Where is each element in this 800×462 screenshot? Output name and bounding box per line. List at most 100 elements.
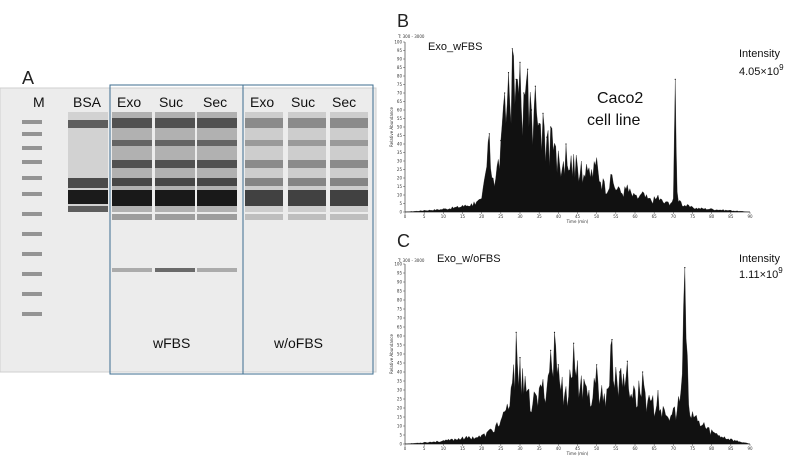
y-tick-label: 20	[397, 175, 403, 180]
peak-point	[515, 78, 517, 80]
y-tick-label: 10	[397, 423, 403, 428]
peak-point	[546, 136, 548, 138]
peak-point	[550, 349, 552, 351]
peak-point	[523, 92, 525, 94]
y-tick-label: 0	[399, 209, 402, 214]
ladder-band	[22, 212, 42, 216]
y-tick-label: 15	[397, 184, 403, 189]
y-tick-label: 25	[397, 396, 403, 401]
y-tick-label: 60	[397, 333, 403, 338]
x-tick-label: 0	[404, 446, 407, 451]
y-tick-label: 65	[397, 324, 403, 329]
panel-b-letter: B	[397, 11, 409, 31]
x-tick-label: 80	[709, 446, 715, 451]
y-tick-label: 100	[394, 39, 402, 44]
x-tick-label: 5	[423, 214, 426, 219]
gel-band	[330, 190, 368, 206]
group-label-wofbs: w/oFBS	[273, 335, 323, 351]
peak-point	[553, 331, 556, 333]
gel-band	[197, 268, 237, 272]
x-tick-label: 90	[747, 446, 753, 451]
gel-band	[155, 268, 195, 272]
gel-band	[245, 140, 283, 146]
gel-band	[197, 214, 237, 220]
gel-background	[0, 88, 376, 372]
y-tick-label: 5	[399, 432, 402, 437]
x-tick-label: 55	[613, 446, 619, 451]
gel-band	[155, 140, 195, 146]
chrom-c-intensity-value: 1.11×109	[739, 266, 783, 281]
x-tick-label: 10	[441, 214, 447, 219]
peak-point	[515, 331, 517, 333]
chrom-c-title: Exo_w/oFBS	[437, 253, 501, 265]
y-tick-label: 65	[397, 99, 403, 104]
chrom-c-header: T: 300 - 3000	[397, 258, 425, 263]
lane-label-sec-wfbs: Sec	[203, 94, 227, 110]
y-tick-label: 75	[397, 306, 403, 311]
chromatogram-b: 0510152025303540455055606570758085909510…	[389, 39, 753, 224]
x-axis-title: Time (min)	[566, 219, 589, 224]
ladder-band	[22, 272, 42, 276]
peak-point	[596, 364, 598, 366]
x-tick-label: 40	[556, 446, 562, 451]
peak-point	[519, 357, 521, 359]
lane-label-m: M	[33, 94, 45, 110]
gel-band	[245, 214, 283, 220]
ladder-band	[22, 160, 42, 164]
x-tick-label: 75	[690, 214, 696, 219]
x-tick-label: 80	[709, 214, 715, 219]
y-tick-label: 60	[397, 107, 403, 112]
chrom-c-intensity-label: Intensity	[739, 253, 780, 265]
y-tick-label: 50	[397, 351, 403, 356]
gel-band	[288, 178, 326, 186]
y-tick-label: 90	[397, 56, 403, 61]
x-tick-label: 15	[460, 446, 466, 451]
lane-label-sec-wofbs: Sec	[332, 94, 356, 110]
gel-band	[155, 190, 195, 206]
gel-lane-labels: M BSA Exo Suc Sec Exo Suc Sec	[33, 94, 356, 110]
y-tick-label: 45	[397, 133, 403, 138]
x-tick-label: 10	[441, 446, 447, 451]
ladder-band	[22, 120, 42, 124]
y-tick-label: 0	[399, 441, 402, 446]
ladder-band	[22, 292, 42, 296]
x-tick-label: 20	[479, 214, 485, 219]
x-tick-label: 50	[594, 446, 600, 451]
ladder-band	[22, 312, 42, 316]
gel-band	[330, 118, 368, 128]
gel-band	[330, 160, 368, 168]
gel-band	[330, 214, 368, 220]
ladder-band	[22, 176, 42, 180]
gel-band	[288, 160, 326, 168]
peak-point	[507, 72, 510, 74]
peak-point	[519, 61, 521, 64]
x-tick-label: 35	[537, 446, 543, 451]
peak-point	[527, 68, 529, 70]
y-tick-label: 80	[397, 73, 403, 78]
y-axis-title: Relative Abundance	[389, 106, 394, 146]
gel-band	[330, 140, 368, 146]
gel-band	[245, 118, 283, 128]
x-tick-label: 30	[517, 446, 523, 451]
chromatogram-trace	[404, 267, 751, 445]
lane-label-suc-wfbs: Suc	[159, 94, 183, 110]
x-tick-label: 15	[460, 214, 466, 219]
gel-band	[330, 178, 368, 186]
x-tick-label: 75	[690, 446, 696, 451]
x-tick-label: 70	[671, 214, 677, 219]
gel-band	[155, 118, 195, 128]
gel-band	[112, 190, 152, 206]
y-tick-label: 75	[397, 82, 403, 87]
chrom-b-header: T: 300 - 3000	[397, 34, 425, 39]
y-tick-label: 55	[397, 116, 403, 121]
y-tick-label: 35	[397, 150, 403, 155]
x-tick-label: 50	[594, 214, 600, 219]
gel-band	[112, 178, 152, 186]
peak-point	[642, 371, 644, 373]
gel-band	[155, 178, 195, 186]
x-tick-label: 85	[728, 214, 734, 219]
peak-point	[565, 143, 567, 145]
peak-point	[557, 364, 559, 366]
peak-point	[573, 342, 575, 344]
